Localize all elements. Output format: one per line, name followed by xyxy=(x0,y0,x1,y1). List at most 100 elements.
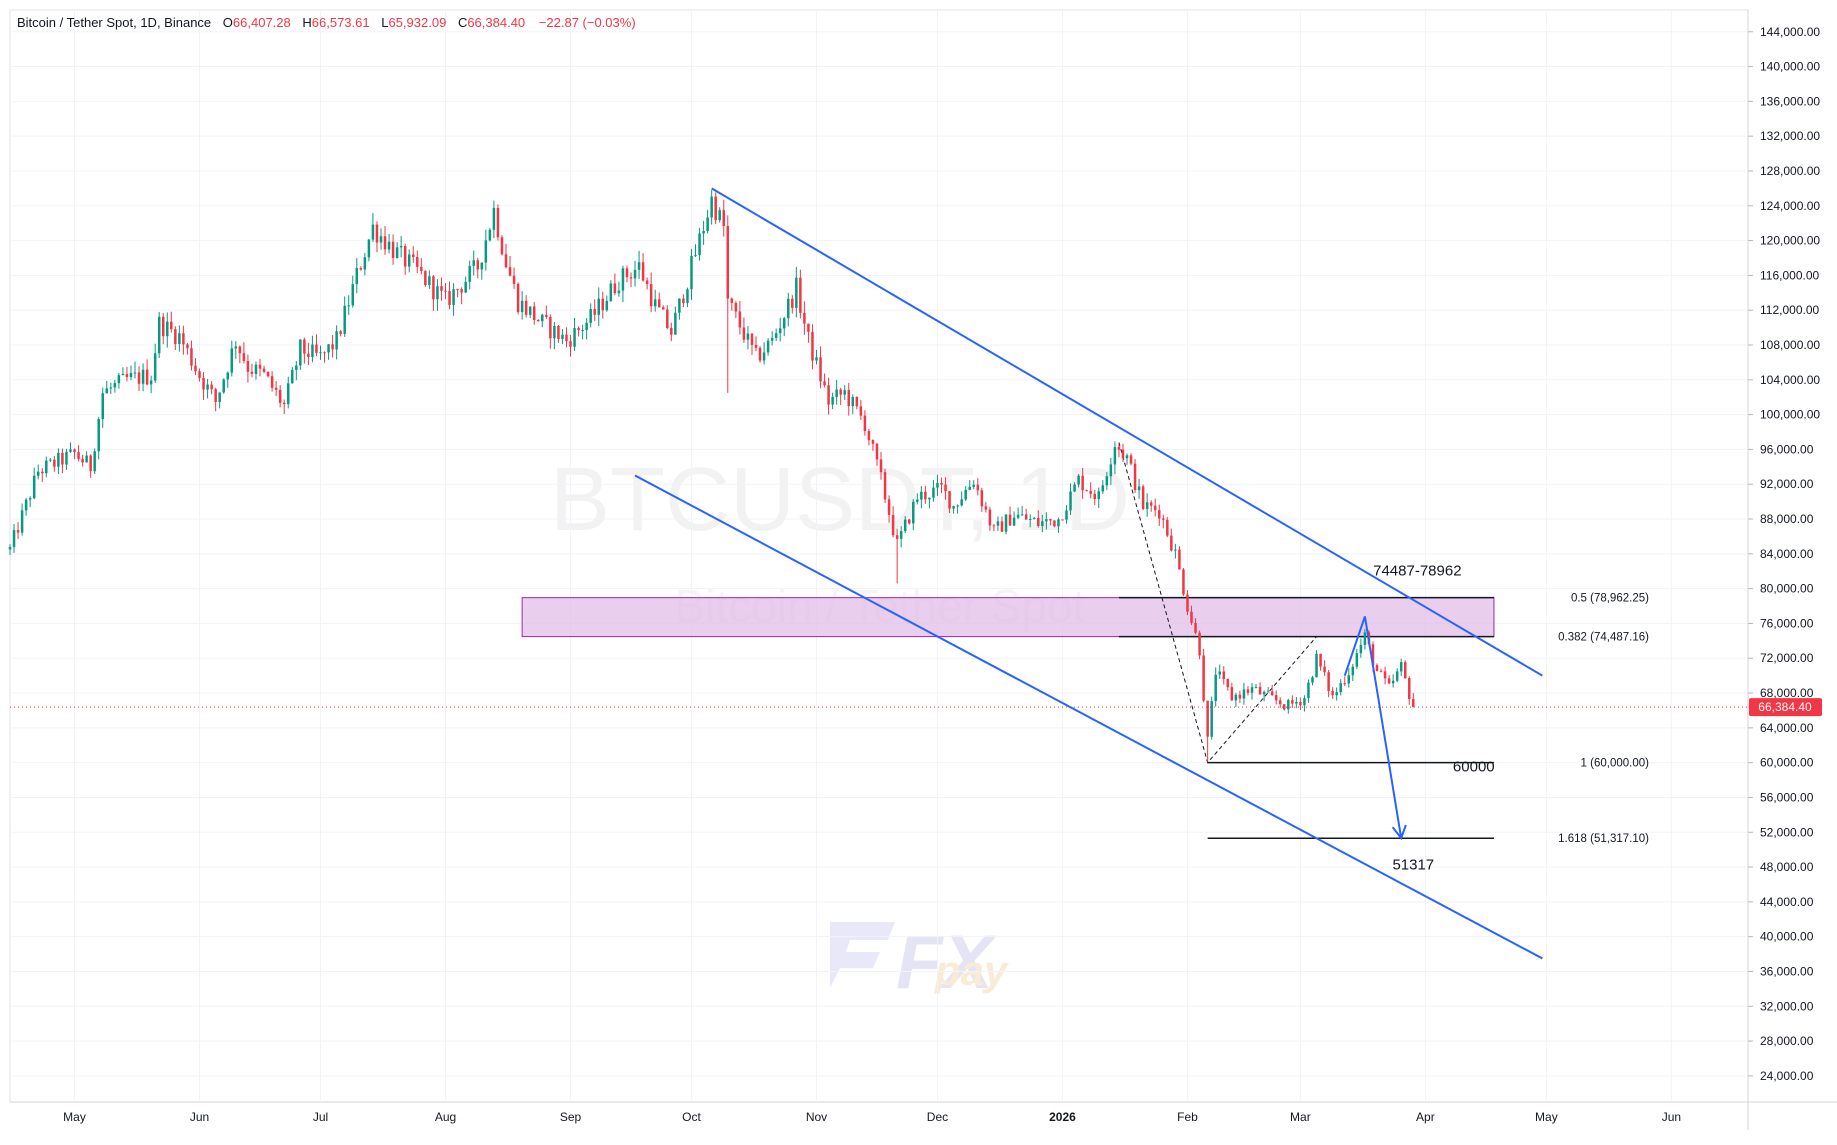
projection-path[interactable] xyxy=(1343,616,1403,839)
y-tick-label: 108,000.00 xyxy=(1760,338,1820,352)
candle-body xyxy=(956,505,959,507)
channel-line-lower[interactable] xyxy=(634,474,1543,960)
y-tick-label: 88,000.00 xyxy=(1760,512,1814,526)
candle-body xyxy=(16,530,20,533)
candle-body xyxy=(32,475,36,499)
projection-arrowhead xyxy=(1391,824,1407,841)
candle-body xyxy=(774,333,778,338)
candle-body xyxy=(472,260,475,266)
candle-body xyxy=(710,196,713,218)
candle-body xyxy=(1170,535,1173,551)
candle-body xyxy=(1218,671,1221,675)
fib-label: 1.618 (51,317.10) xyxy=(1558,833,1649,845)
candle-body xyxy=(1016,514,1020,518)
low-label: L xyxy=(381,15,388,30)
candle-body xyxy=(77,452,80,459)
candle-body xyxy=(315,344,318,353)
candle-body xyxy=(1234,694,1238,701)
candle-body xyxy=(1077,475,1080,485)
channel-line-upper[interactable] xyxy=(711,187,1543,677)
candle-body xyxy=(379,236,383,243)
candle-body xyxy=(827,385,830,405)
candle-body xyxy=(1206,700,1209,737)
candle-body xyxy=(1210,701,1213,737)
candle-body xyxy=(742,327,746,340)
candle-body xyxy=(1158,510,1161,519)
candle-body xyxy=(12,530,16,547)
y-tick-label: 132,000.00 xyxy=(1760,129,1820,143)
candle-body xyxy=(528,306,532,315)
candle-body xyxy=(1141,486,1145,509)
candle-body xyxy=(174,329,177,345)
candle-body xyxy=(1129,455,1133,464)
supply-zone[interactable] xyxy=(521,597,1495,638)
y-tick-label: 96,000.00 xyxy=(1760,442,1814,456)
candle-body xyxy=(932,487,935,498)
x-tick-label: Oct xyxy=(682,1110,701,1124)
candle-body xyxy=(351,284,355,306)
candle-body xyxy=(1105,476,1109,486)
candle-body xyxy=(129,373,133,378)
candle-body xyxy=(214,389,217,402)
candle-body xyxy=(750,333,754,345)
candle-body xyxy=(109,387,113,389)
candle-body xyxy=(1020,514,1024,516)
candle-body xyxy=(1109,464,1113,477)
candle-body xyxy=(920,491,923,500)
candle-body xyxy=(924,491,927,500)
price-axis[interactable]: 24,000.00 28,000.00 32,000.00 36,000.00 40,0… xyxy=(1748,25,1822,1083)
candle-body xyxy=(1412,699,1415,708)
grid xyxy=(10,10,1748,1102)
candle-body xyxy=(960,499,963,506)
candle-body xyxy=(899,531,903,539)
candle-body xyxy=(1327,672,1330,692)
candle-body xyxy=(274,387,278,390)
candle-body xyxy=(363,257,367,270)
annotation-label: 51317 xyxy=(1392,857,1434,874)
y-tick-label: 48,000.00 xyxy=(1760,860,1814,874)
candle-body xyxy=(1093,493,1096,500)
candle-body xyxy=(1174,549,1177,551)
y-tick-label: 76,000.00 xyxy=(1760,616,1814,630)
candle-body xyxy=(577,328,580,331)
candle-body xyxy=(262,368,266,372)
candle-body xyxy=(649,284,653,307)
candle-body xyxy=(1351,666,1355,676)
candle-body xyxy=(69,449,72,452)
candle-body xyxy=(1073,484,1076,492)
candle-body xyxy=(601,298,605,311)
candle-body xyxy=(1383,671,1387,679)
candle-body xyxy=(1258,686,1262,695)
y-tick-label: 144,000.00 xyxy=(1760,25,1820,39)
fxpay-logo: FX pay xyxy=(830,920,1010,1005)
candle-body xyxy=(718,210,721,221)
candle-body xyxy=(206,384,209,390)
candle-body xyxy=(1081,475,1084,491)
candle-body xyxy=(855,396,859,407)
candle-body xyxy=(395,247,399,259)
candle-body xyxy=(875,443,879,460)
candle-body xyxy=(1270,691,1274,696)
x-tick-label: Jun xyxy=(190,1110,209,1124)
candle-body xyxy=(1408,678,1411,700)
candle-body xyxy=(371,224,375,240)
candle-body xyxy=(1291,700,1294,704)
open-value: 66,407.28 xyxy=(233,15,291,30)
candle-body xyxy=(1395,671,1399,681)
candle-body xyxy=(859,406,863,416)
candle-body xyxy=(835,389,838,397)
candle-body xyxy=(49,459,52,461)
candle-body xyxy=(1145,502,1149,509)
candle-body xyxy=(218,392,221,402)
candle-body xyxy=(1137,486,1141,491)
annotation-label: 60000 xyxy=(1453,758,1495,775)
candle-body xyxy=(41,471,44,474)
candle-body xyxy=(186,344,189,349)
candle-body xyxy=(1153,505,1157,511)
candle-body xyxy=(851,396,855,407)
candle-body xyxy=(1004,514,1008,532)
candle-body xyxy=(1182,569,1185,595)
candle-body xyxy=(1303,698,1306,706)
time-axis[interactable]: May Jun Jul Aug Sep Oct Nov Dec 2026 Feb Mar Apr May… xyxy=(63,1110,1681,1124)
